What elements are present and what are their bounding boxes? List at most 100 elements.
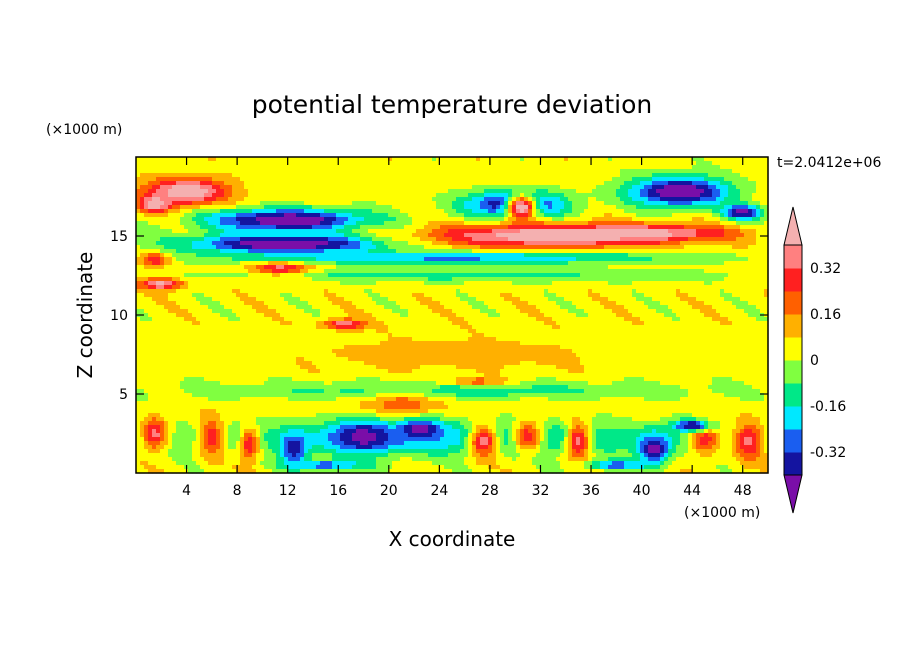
heatmap-cell xyxy=(520,257,525,262)
heatmap-cell xyxy=(324,225,329,230)
heatmap-cell xyxy=(392,205,397,210)
heatmap-cell xyxy=(708,181,713,186)
heatmap-cell xyxy=(268,193,273,198)
heatmap-cell xyxy=(416,157,421,162)
heatmap-cell xyxy=(700,249,705,254)
heatmap-cell xyxy=(564,193,569,198)
heatmap-cell xyxy=(680,245,685,250)
heatmap-cell xyxy=(440,221,445,226)
heatmap-cell xyxy=(476,161,481,166)
heatmap-cell xyxy=(620,185,625,190)
heatmap-cell xyxy=(212,213,217,218)
heatmap-cell xyxy=(196,201,201,206)
heatmap-cell xyxy=(276,185,281,190)
heatmap-cell xyxy=(476,229,481,234)
heatmap-cell xyxy=(568,265,573,270)
heatmap-cell xyxy=(536,245,541,250)
heatmap-cell xyxy=(560,213,565,218)
heatmap-cell xyxy=(748,161,753,166)
heatmap-cell xyxy=(684,237,689,242)
heatmap-cell xyxy=(704,169,709,174)
heatmap-cell xyxy=(664,161,669,166)
heatmap-cell xyxy=(760,265,765,270)
heatmap-cell xyxy=(732,225,737,230)
heatmap-cell xyxy=(200,197,205,202)
heatmap-cell xyxy=(284,265,289,270)
heatmap-cell xyxy=(648,253,653,258)
heatmap-cell xyxy=(520,189,525,194)
heatmap-cell xyxy=(756,205,761,210)
heatmap-cell xyxy=(596,253,601,258)
heatmap-cell xyxy=(448,217,453,222)
heatmap-cell xyxy=(228,277,233,282)
heatmap-cell xyxy=(728,233,733,238)
heatmap-cell xyxy=(544,157,549,162)
heatmap-cell xyxy=(360,273,365,278)
heatmap-cell xyxy=(704,257,709,262)
heatmap-cell xyxy=(572,209,577,214)
heatmap-cell xyxy=(612,185,617,190)
heatmap-cell xyxy=(712,181,717,186)
heatmap-cell xyxy=(312,169,317,174)
heatmap-cell xyxy=(176,253,181,258)
heatmap-cell xyxy=(340,233,345,238)
heatmap-cell xyxy=(712,169,717,174)
heatmap-cell xyxy=(424,161,429,166)
heatmap-cell xyxy=(400,265,405,270)
heatmap-cell xyxy=(452,201,457,206)
heatmap-cell xyxy=(764,253,769,258)
heatmap-cell xyxy=(264,189,269,194)
heatmap-cell xyxy=(520,165,525,170)
heatmap-cell xyxy=(156,237,161,242)
heatmap-cell xyxy=(144,181,149,186)
heatmap-cell xyxy=(456,161,461,166)
heatmap-cell xyxy=(368,197,373,202)
heatmap-cell xyxy=(296,173,301,178)
heatmap-cell xyxy=(668,189,673,194)
heatmap-cell xyxy=(220,221,225,226)
heatmap-cell xyxy=(748,261,753,266)
heatmap-cell xyxy=(676,205,681,210)
heatmap-cell xyxy=(180,157,185,162)
heatmap-cell xyxy=(316,261,321,266)
heatmap-cell xyxy=(632,185,637,190)
heatmap-cell xyxy=(468,233,473,238)
heatmap-cell xyxy=(384,253,389,258)
heatmap-cell xyxy=(748,245,753,250)
heatmap-cell xyxy=(444,241,449,246)
heatmap-cell xyxy=(524,237,529,242)
heatmap-cell xyxy=(292,261,297,266)
heatmap-cell xyxy=(384,169,389,174)
heatmap-cell xyxy=(220,217,225,222)
heatmap-cell xyxy=(232,261,237,266)
heatmap-cell xyxy=(148,193,153,198)
heatmap-cell xyxy=(580,241,585,246)
heatmap-cell xyxy=(400,217,405,222)
heatmap-cell xyxy=(648,233,653,238)
heatmap-cell xyxy=(508,217,513,222)
heatmap-cell xyxy=(560,169,565,174)
heatmap-cell xyxy=(736,193,741,198)
heatmap-cell xyxy=(448,281,453,286)
heatmap-cell xyxy=(416,257,421,262)
heatmap-cell xyxy=(248,185,253,190)
heatmap-cell xyxy=(644,213,649,218)
heatmap-cell xyxy=(728,185,733,190)
heatmap-cell xyxy=(744,273,749,278)
heatmap-cell xyxy=(164,249,169,254)
heatmap-cell xyxy=(224,249,229,254)
heatmap-cell xyxy=(484,181,489,186)
heatmap-cell xyxy=(380,189,385,194)
heatmap-cell xyxy=(608,241,613,246)
heatmap-cell xyxy=(484,177,489,182)
heatmap-cell xyxy=(160,229,165,234)
heatmap-cell xyxy=(580,201,585,206)
heatmap-cell xyxy=(400,277,405,282)
heatmap-cell xyxy=(580,173,585,178)
heatmap-cell xyxy=(484,157,489,162)
heatmap-cell xyxy=(196,253,201,258)
heatmap-cell xyxy=(360,181,365,186)
heatmap-cell xyxy=(320,257,325,262)
heatmap-cell xyxy=(484,169,489,174)
heatmap-cell xyxy=(428,169,433,174)
